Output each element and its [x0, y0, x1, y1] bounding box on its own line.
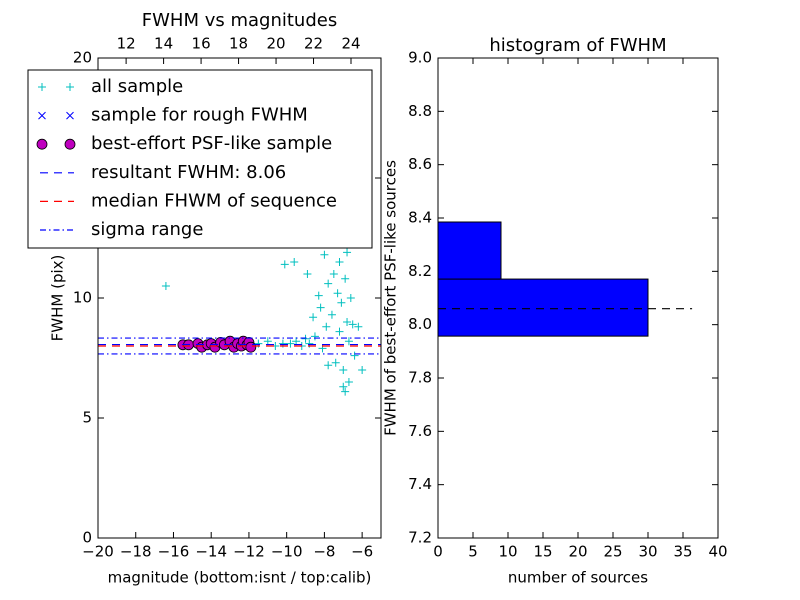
point	[324, 279, 333, 288]
x-tick-label: 15	[533, 543, 552, 561]
y-tick-label: 7.4	[408, 475, 432, 493]
point	[36, 138, 48, 150]
point	[309, 313, 318, 322]
point	[245, 341, 257, 353]
y-tick-label: 0	[82, 529, 92, 547]
x-tick-label: −8	[313, 543, 335, 561]
point	[310, 332, 319, 341]
chart-title: FWHM vs magnitudes	[142, 10, 337, 31]
x-tick-label: 30	[638, 543, 657, 561]
x2-tick-label: 14	[154, 35, 173, 53]
point	[66, 111, 74, 120]
point	[329, 270, 338, 278]
point	[66, 83, 74, 91]
point	[314, 291, 323, 300]
point	[161, 282, 170, 290]
legend-label: best-effort PSF-like sample	[91, 133, 332, 154]
x2-tick-label: 20	[266, 35, 285, 53]
point	[339, 366, 348, 374]
point	[341, 387, 350, 396]
x-tick-label: −18	[120, 543, 152, 561]
y-tick-label: 8.8	[408, 102, 432, 120]
y-tick-label: 5	[82, 409, 92, 427]
y-tick-label: 8.0	[408, 315, 432, 333]
x-tick-label: −16	[158, 543, 190, 561]
legend-label: median FHWM of sequence	[91, 190, 337, 211]
y-tick-label: 8.2	[408, 262, 432, 280]
x-axis-label: number of sources	[508, 569, 648, 587]
x-tick-label: 25	[603, 543, 622, 561]
point	[316, 303, 325, 312]
bar	[437, 278, 649, 337]
x-axis-label: magnitude (bottom:isnt / top:calib)	[108, 569, 372, 587]
point	[280, 260, 289, 269]
point	[327, 310, 336, 319]
chart-title: histogram of FWHM	[489, 35, 666, 56]
point	[343, 248, 352, 257]
point	[301, 334, 310, 343]
axes-frame	[97, 57, 382, 539]
point	[335, 327, 344, 336]
point	[344, 337, 353, 346]
y-tick-label: 8.6	[408, 155, 432, 173]
x-tick-label: −14	[195, 543, 227, 561]
point	[324, 361, 333, 370]
point	[348, 320, 357, 329]
legend-label: resultant FWHM: 8.06	[91, 162, 286, 183]
x-tick-label: −20	[82, 543, 114, 561]
y-axis-label: FWHM of best-effort PSF-like sources	[382, 160, 400, 436]
y-tick-label: 9.0	[408, 49, 432, 67]
x-tick-label: 35	[673, 543, 692, 561]
point	[320, 250, 329, 259]
y-axis-label: FWHM (pix)	[49, 255, 67, 342]
x2-tick-label: 18	[229, 35, 248, 53]
point	[331, 358, 340, 367]
point	[64, 138, 76, 150]
point	[333, 289, 342, 298]
x2-tick-label: 12	[117, 35, 136, 53]
point	[350, 351, 359, 360]
point	[322, 322, 331, 331]
y-tick-label: 20	[73, 49, 92, 67]
point	[38, 111, 46, 120]
point	[290, 258, 299, 266]
point	[303, 270, 312, 278]
point	[286, 339, 295, 348]
point	[263, 337, 272, 346]
x-tick-label: 40	[708, 543, 727, 561]
x-tick-label: 5	[468, 543, 478, 561]
x-tick-label: −6	[351, 543, 373, 561]
point	[344, 378, 353, 386]
point	[38, 83, 46, 91]
legend-label: sample for rough FWHM	[91, 105, 308, 126]
y-tick-label: 7.8	[408, 369, 432, 387]
y-tick-label: 10	[73, 289, 92, 307]
x-tick-label: 0	[433, 543, 443, 561]
x-tick-label: −12	[233, 543, 265, 561]
y-tick-label: 7.2	[408, 529, 432, 547]
x-tick-label: 20	[568, 543, 587, 561]
point	[339, 382, 348, 391]
legend-label: sigma range	[91, 219, 203, 240]
axes-frame	[437, 57, 719, 539]
point	[346, 294, 355, 302]
point	[335, 258, 344, 266]
x-tick-label: −10	[271, 543, 303, 561]
point	[337, 298, 346, 307]
point	[343, 318, 352, 326]
bar	[437, 221, 502, 280]
point	[354, 322, 363, 331]
point	[341, 274, 350, 283]
y-tick-label: 7.6	[408, 422, 432, 440]
legend-label: all sample	[91, 76, 183, 97]
x2-tick-label: 16	[192, 35, 211, 53]
x2-tick-label: 24	[341, 35, 360, 53]
x2-tick-label: 22	[304, 35, 323, 53]
y-tick-label: 8.4	[408, 209, 432, 227]
legend-box	[27, 69, 373, 249]
x-tick-label: 10	[498, 543, 517, 561]
point	[358, 366, 367, 374]
